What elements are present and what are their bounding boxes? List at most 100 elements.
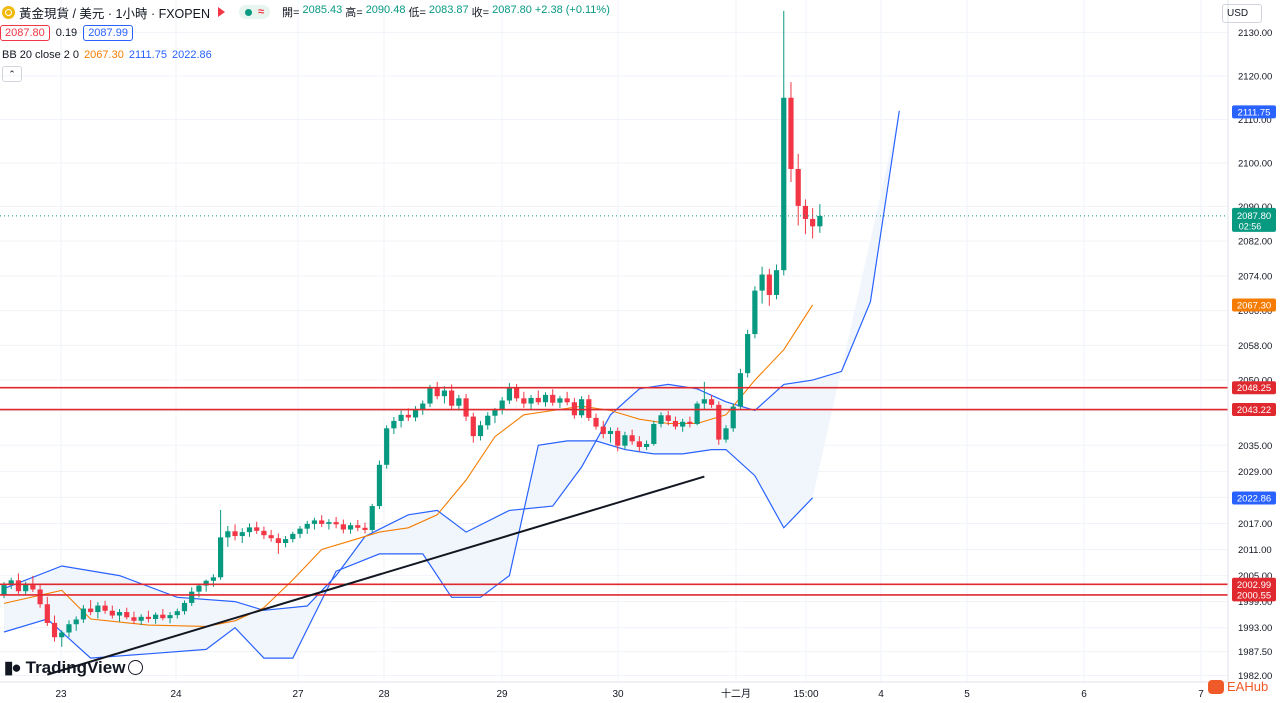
candle-body — [759, 274, 765, 291]
candle-body — [340, 524, 346, 530]
level-tag-bg — [1232, 403, 1276, 417]
candle-body — [600, 426, 606, 434]
candle-body — [636, 441, 642, 447]
low-value: 2083.87 — [428, 4, 469, 16]
candle-body — [196, 585, 202, 592]
candle-body — [607, 430, 614, 434]
spread-value: 0.19 — [55, 27, 78, 39]
flag-icon[interactable] — [218, 7, 225, 17]
candle-body — [232, 531, 238, 537]
time-tick-label: 7 — [1198, 689, 1204, 700]
symbol-title[interactable]: 黃金現貨 / 美元 · 1小時 · FXOPEN — [19, 6, 210, 21]
candle-body — [44, 604, 50, 623]
candle-body — [246, 527, 253, 533]
candle-body — [362, 527, 368, 530]
candle-body — [810, 218, 816, 227]
price-tick-label: 1982.00 — [1238, 671, 1272, 682]
time-axis: 23 24 27 28 29 30 十二月 15:00 4 5 6 7 — [55, 687, 1204, 700]
gold-coin-icon — [2, 5, 15, 19]
candle-body — [470, 416, 476, 437]
candle-body — [275, 538, 281, 543]
sell-price-button[interactable]: 2087.80 — [0, 25, 50, 41]
candle-body — [124, 612, 130, 618]
candle-body — [680, 421, 686, 427]
tradingview-logo[interactable]: ▮● TradingView — [4, 658, 125, 678]
price-tag: 2067.30 — [1237, 300, 1271, 311]
candle-body — [15, 580, 22, 592]
candle-body — [716, 404, 722, 440]
price-tick-label: 2130.00 — [1238, 28, 1272, 39]
price-tick-label: 2005.00 — [1238, 571, 1272, 582]
candle-body — [174, 611, 180, 616]
candle-body — [319, 520, 325, 524]
candle-body — [23, 583, 29, 592]
candle-body — [694, 403, 700, 424]
candle-body — [737, 373, 744, 407]
timezone-icon[interactable] — [128, 660, 143, 675]
candle-body — [434, 388, 440, 397]
price-tick-label: 1987.50 — [1238, 647, 1272, 658]
candle-body — [355, 525, 361, 528]
level-tag-bg — [1232, 588, 1276, 602]
wave-icon: ≈ — [258, 6, 265, 18]
candle-body — [781, 97, 787, 271]
candle-body — [138, 616, 144, 621]
candle-body — [88, 608, 94, 613]
level-tag: 2000.55 — [1237, 590, 1271, 601]
price-tick-label: 2082.00 — [1238, 237, 1272, 248]
indicator-legend[interactable]: BB 20 close 2 0 2067.30 2111.75 2022.86 — [2, 49, 212, 61]
time-tick-label: 23 — [55, 689, 67, 700]
candle-body — [528, 397, 534, 404]
indicator-upper-value: 2111.75 — [128, 49, 167, 61]
open-label: 開= — [282, 7, 300, 19]
candle-body — [643, 443, 650, 447]
candle-body — [535, 397, 541, 403]
candle-body — [514, 388, 520, 399]
buy-price-button[interactable]: 2087.99 — [83, 25, 133, 41]
collapse-legend-button[interactable]: ⌃ — [2, 66, 22, 82]
candle-body — [37, 589, 43, 605]
candle-body — [225, 531, 231, 538]
price-tick-label: 2090.00 — [1238, 202, 1272, 213]
candle-body — [687, 421, 693, 424]
level-tag: 2002.99 — [1237, 580, 1271, 591]
candle-body — [723, 428, 729, 440]
candle-body — [268, 535, 274, 539]
indicator-basis-value: 2067.30 — [84, 49, 124, 61]
candle-body — [304, 523, 310, 529]
bollinger-upper-line — [3, 110, 900, 611]
low-label: 低= — [408, 7, 426, 19]
candle-body — [376, 464, 383, 507]
candle-body — [30, 583, 36, 590]
price-tick-label: 1993.00 — [1238, 623, 1272, 634]
price-tick-label: 2074.00 — [1238, 271, 1272, 282]
candle-body — [66, 624, 72, 633]
candle-body — [752, 290, 758, 335]
market-status-pill[interactable]: ≈ — [239, 5, 271, 19]
bollinger-fill — [4, 110, 900, 659]
candle-body — [745, 334, 751, 374]
candle-body — [326, 522, 332, 524]
candle-body — [405, 414, 411, 418]
candle-body — [773, 270, 780, 295]
candle-body — [658, 415, 664, 424]
candle-body — [542, 394, 549, 403]
level-tag: 2048.25 — [1237, 383, 1271, 394]
candle-body — [73, 619, 79, 625]
time-tick-label: 5 — [964, 689, 970, 700]
trendline — [47, 475, 705, 676]
candle-body — [672, 420, 679, 427]
tradingview-wordmark: TradingView — [25, 658, 126, 677]
candle-body — [290, 533, 296, 540]
currency-select[interactable]: USD — [1222, 4, 1262, 23]
candle-body — [95, 605, 101, 613]
eahub-logo-icon — [1208, 679, 1224, 694]
candle-body — [427, 388, 433, 404]
candle-body — [297, 528, 303, 534]
candle-body — [1, 585, 7, 596]
market-open-dot-icon — [245, 8, 252, 16]
candle-body — [506, 388, 512, 401]
time-tick-label: 27 — [292, 689, 304, 700]
level-tag-bg — [1232, 577, 1276, 591]
